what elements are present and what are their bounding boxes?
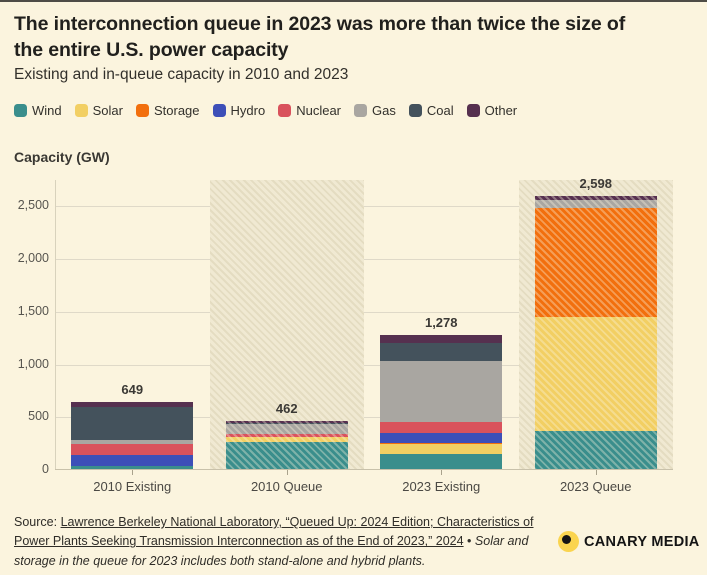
bar-total-label: 649 <box>121 381 144 397</box>
bar-segment-gas <box>380 361 503 422</box>
grid-line <box>55 311 673 313</box>
y-axis-title: Capacity (GW) <box>14 149 110 165</box>
grid-line <box>55 259 673 261</box>
x-category-label: 2023 Queue <box>559 479 632 494</box>
bar-segment-hydro <box>71 455 194 466</box>
footer-separator: • <box>463 534 475 549</box>
stacked-bar <box>534 196 657 470</box>
bar-segment-wind <box>71 465 194 470</box>
y-tick-label: 0 <box>42 462 49 476</box>
y-tick-label: 2,000 <box>17 251 49 266</box>
source-prefix: Source: <box>14 515 61 529</box>
canary-logo-dot <box>562 535 571 544</box>
x-axis-tick <box>441 470 443 475</box>
bar-segment-solar <box>380 444 503 455</box>
y-tick-label: 1,500 <box>17 303 49 318</box>
bar-segment-nuclear <box>380 421 503 434</box>
y-tick-label: 2,500 <box>17 198 49 213</box>
bar-segment-nuclear <box>71 443 194 456</box>
bar-segment-gas <box>534 200 657 209</box>
bar-segment-solar <box>225 437 348 443</box>
bar-segment-wind <box>534 431 657 470</box>
chart-title: The interconnection queue in 2023 was mo… <box>14 13 626 61</box>
legend-swatch-storage <box>135 104 149 117</box>
legend-swatch-nuclear <box>278 104 292 117</box>
legend-label: Coal <box>426 103 454 118</box>
source-link[interactable]: Lawrence Berkeley National Laboratory, “… <box>14 515 534 549</box>
legend-item-gas: Gas <box>354 103 396 118</box>
canary-logo-icon <box>558 531 579 552</box>
bar-segment-wind <box>380 454 503 470</box>
legend-item-nuclear: Nuclear <box>278 103 341 118</box>
legend-swatch-solar <box>74 104 88 117</box>
legend-item-storage: Storage <box>135 103 200 118</box>
canary-logo-text: CANARY MEDIA <box>584 533 700 550</box>
legend-swatch-hydro <box>212 104 226 117</box>
bar-segment-coal <box>225 422 348 425</box>
bar-segment-gas <box>71 440 194 444</box>
bar-hatch-overlay <box>534 196 657 470</box>
bar-segment-nuclear <box>225 434 348 437</box>
bar-segment-other <box>225 421 348 423</box>
legend-item-hydro: Hydro <box>212 103 266 118</box>
legend-label: Wind <box>32 103 62 118</box>
bar-segment-coal <box>380 342 503 362</box>
bar-segment-other <box>534 196 657 201</box>
x-category-label: 2010 Existing <box>93 479 172 494</box>
legend: Wind Solar Storage Hydro Nuclear Gas Coal Other <box>14 103 517 118</box>
legend-item-wind: Wind <box>14 103 62 118</box>
y-tick-label: 1,000 <box>17 356 49 371</box>
canary-media-logo: CANARY MEDIA <box>558 531 700 552</box>
legend-label: Hydro <box>230 103 266 118</box>
grid-line <box>55 206 673 208</box>
chart-subtitle: Existing and in-queue capacity in 2010 a… <box>14 66 349 83</box>
x-category-label: 2023 Existing <box>402 479 481 494</box>
stacked-bar <box>71 401 194 470</box>
source-note: Source: Lawrence Berkeley National Labor… <box>14 513 562 571</box>
x-axis-line <box>55 469 673 470</box>
bar-hatch-overlay <box>225 421 348 470</box>
legend-swatch-gas <box>354 104 368 117</box>
plot-area: 0 500 1,000 1,500 2,000 2,500 649 2010 Existing… <box>18 176 673 494</box>
y-axis-line <box>55 180 56 470</box>
bar-segment-wind <box>225 442 348 470</box>
bar-segment-other <box>71 401 194 407</box>
bar-total-label: 462 <box>275 401 298 417</box>
legend-label: Other <box>484 103 518 118</box>
y-tick-label: 500 <box>28 409 49 424</box>
bar-segment-coal <box>71 406 194 441</box>
stacked-bar <box>225 421 348 470</box>
legend-label: Nuclear <box>296 103 342 118</box>
x-axis-tick <box>286 470 288 475</box>
legend-swatch-other <box>466 104 480 117</box>
legend-swatch-coal <box>408 104 422 117</box>
x-category-label: 2010 Queue <box>250 479 323 494</box>
legend-swatch-wind <box>14 104 27 117</box>
legend-item-coal: Coal <box>408 103 454 118</box>
bar-segment-storage <box>380 443 503 445</box>
legend-label: Solar <box>92 103 123 118</box>
bar-segment-gas <box>225 424 348 435</box>
bar-segment-hydro <box>380 433 503 444</box>
legend-item-other: Other <box>466 103 518 118</box>
bar-segment-other <box>380 335 503 343</box>
bar-segment-storage <box>534 208 657 317</box>
stacked-bar <box>380 335 503 470</box>
footnote-text: Solar and storage in the queue for 2023 … <box>14 534 529 568</box>
bar-total-label: 2,598 <box>579 176 613 192</box>
legend-label: Storage <box>153 103 200 118</box>
grid-line <box>55 417 673 419</box>
bar-total-label: 1,278 <box>424 315 458 331</box>
legend-item-solar: Solar <box>74 103 123 118</box>
x-axis-tick <box>595 470 597 475</box>
x-axis-tick <box>132 470 134 475</box>
grid-line <box>55 364 673 366</box>
bar-segment-solar <box>534 316 657 432</box>
legend-label: Gas <box>372 103 396 118</box>
